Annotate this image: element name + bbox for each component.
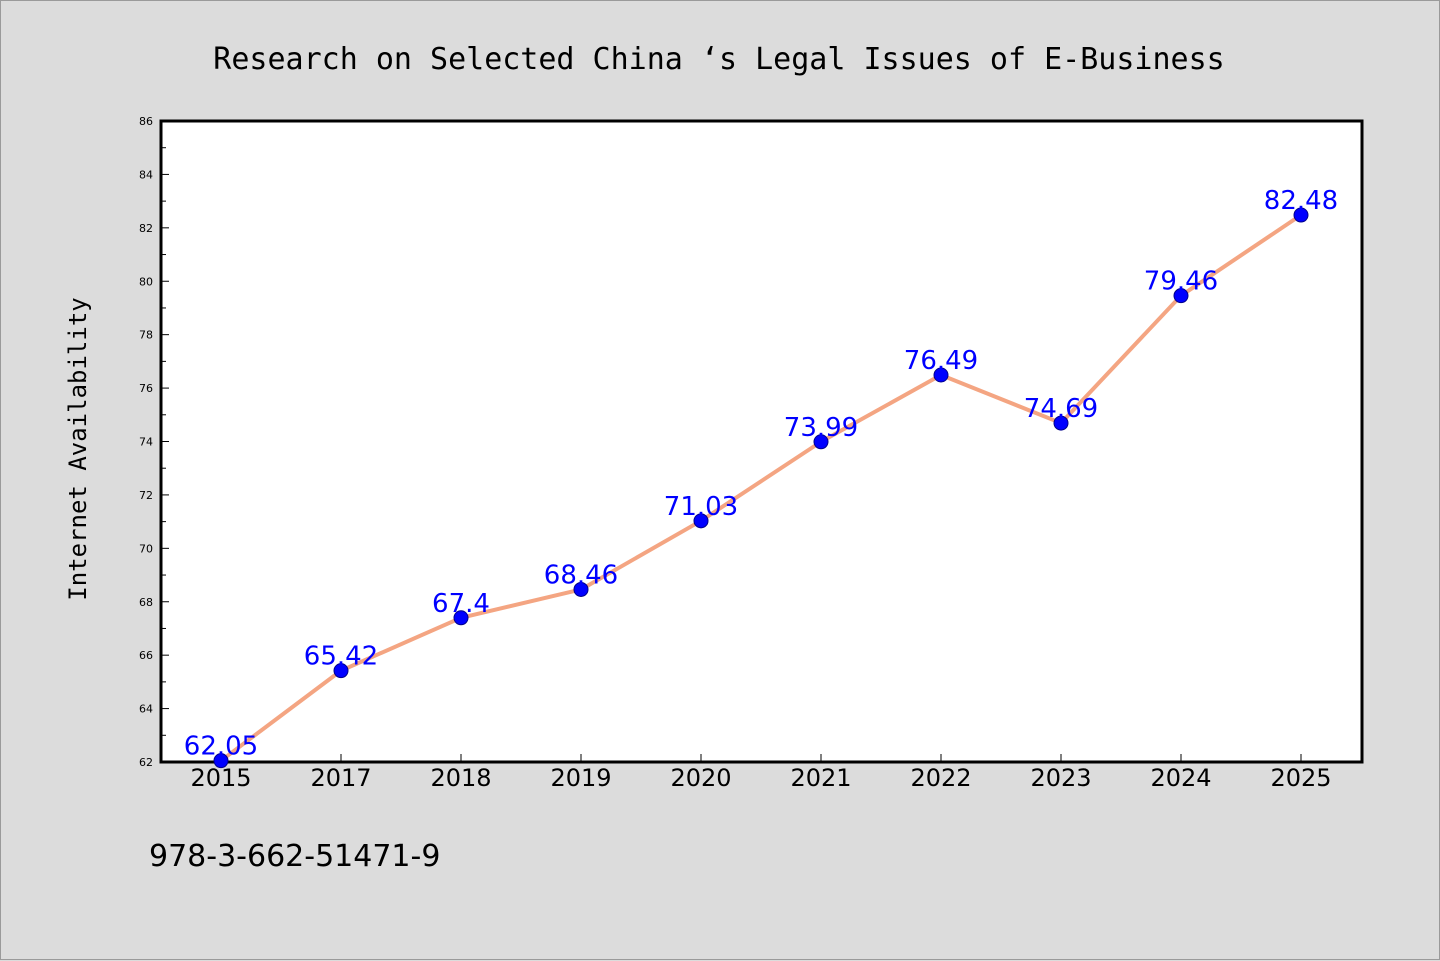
data-label: 65.42: [304, 642, 378, 672]
y-tick-label: 86: [139, 115, 153, 128]
y-tick-label: 78: [139, 329, 153, 342]
chart-title: Research on Selected China ‘s Legal Issu…: [213, 42, 1224, 77]
y-tick-label: 62: [139, 756, 153, 769]
y-axis: 62 64 66 68 70 72 74 76 78 80 82 84 86: [139, 115, 169, 769]
data-point: [1053, 415, 1069, 431]
data-label: 76.49: [904, 346, 978, 376]
data-label: 62.05: [184, 732, 258, 762]
data-label: 67.4: [432, 589, 490, 619]
y-tick-label: 68: [139, 596, 153, 609]
y-axis-label: Internet Availability: [64, 297, 92, 600]
plot-area: [159, 119, 1364, 764]
data-point: [933, 367, 949, 383]
y-tick-label: 80: [139, 275, 153, 288]
data-point: [1293, 207, 1309, 223]
data-point: [1173, 288, 1189, 304]
x-axis: 2015 2017 2018 2019 2020 2021 2022 2023 2024 2025: [190, 754, 1332, 792]
y-tick-label: 70: [139, 542, 153, 555]
x-tick-label: 2022: [910, 764, 971, 792]
y-tick-label: 74: [139, 436, 153, 449]
data-point: [213, 753, 229, 769]
data-point: [573, 581, 589, 597]
x-tick-label: 2021: [790, 764, 851, 792]
y-tick-label: 66: [139, 649, 153, 662]
x-tick-label: 2023: [1030, 764, 1091, 792]
data-point: [813, 434, 829, 450]
x-tick-label: 2024: [1150, 764, 1211, 792]
data-label: 82.48: [1264, 186, 1338, 216]
y-tick-label: 64: [139, 703, 153, 716]
y-tick-label: 82: [139, 222, 153, 235]
data-label-group: 62.05 65.42 67.4 68.46 71.03 73.99 76.49 74.69 7…: [184, 186, 1338, 762]
x-tick-label: 2017: [310, 764, 371, 792]
x-tick-label: 2018: [430, 764, 491, 792]
x-tick-label: 2025: [1270, 764, 1331, 792]
data-point: [453, 610, 469, 626]
x-tick-label: 2015: [190, 764, 251, 792]
series-group: [213, 207, 1309, 769]
data-point: [333, 663, 349, 679]
data-label: 68.46: [544, 560, 618, 590]
data-label: 71.03: [664, 492, 738, 522]
y-tick-label: 76: [139, 382, 153, 395]
x-tick-label: 2019: [550, 764, 611, 792]
data-label: 74.69: [1024, 394, 1098, 424]
series-line: [219, 213, 1303, 763]
data-point: [693, 513, 709, 529]
y-tick-label: 72: [139, 489, 153, 502]
x-tick-label: 2020: [670, 764, 731, 792]
data-label: 79.46: [1144, 267, 1218, 297]
isbn-text: 978-3-662-51471-9: [149, 839, 440, 874]
y-tick-label: 84: [139, 168, 153, 181]
data-label: 73.99: [784, 413, 858, 443]
